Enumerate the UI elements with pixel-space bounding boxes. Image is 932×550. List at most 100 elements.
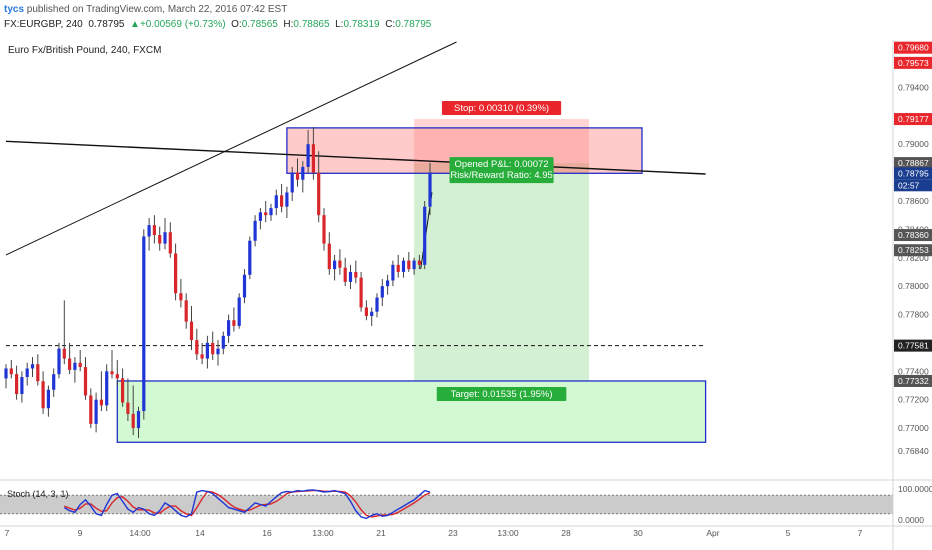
candle-down	[396, 264, 400, 272]
up-arrow-icon: ▲	[130, 19, 140, 30]
rising-trendline	[5, 41, 457, 256]
candle-down	[322, 215, 326, 244]
y-tick-label: 0.77800	[898, 310, 929, 320]
x-tick-label: 7	[858, 528, 863, 538]
price-tag: 0.79177	[898, 114, 929, 124]
price-tag-bg	[894, 339, 932, 352]
candle-up	[94, 399, 98, 424]
price-tag: 0.77332	[898, 376, 929, 386]
candle-up	[253, 220, 257, 241]
x-tick-label: 16	[262, 528, 272, 538]
resistance-line	[5, 140, 706, 175]
price-tag-bg	[894, 179, 932, 192]
stoch-k-line	[63, 489, 431, 520]
price-change: +0.00569 (+0.73%)	[139, 19, 226, 30]
candle-down	[295, 172, 300, 180]
x-tick-label: 30	[633, 528, 643, 538]
candle-up	[375, 297, 379, 312]
stoch-band	[0, 495, 893, 514]
candle-up	[163, 232, 167, 244]
candle-down	[99, 399, 103, 406]
candle-down	[200, 354, 204, 359]
candle-down	[68, 358, 72, 370]
x-tick-label: 21	[376, 528, 386, 538]
candle-up	[285, 192, 289, 207]
open-value: 0.78565	[241, 19, 278, 30]
candle-up	[370, 311, 374, 316]
stop-label-bg	[441, 101, 562, 116]
y-tick-label: 0.76840	[898, 446, 929, 456]
candle-down	[174, 253, 178, 294]
candle-up	[412, 260, 416, 270]
price-tag-bg	[894, 229, 932, 242]
price-tag: 0.78867	[898, 158, 929, 168]
candle-down	[417, 260, 421, 265]
candle-up	[205, 342, 209, 359]
candle-up	[25, 368, 29, 377]
main-pane: Stop: 0.00310 (0.39%) Target: 0.01535 (1.…	[4, 41, 707, 443]
candle-down	[168, 232, 172, 254]
candle-down	[195, 340, 199, 355]
candle-up	[306, 144, 310, 167]
price-tag-bg	[894, 244, 932, 257]
price-tag: 02:57	[898, 180, 920, 190]
candle-down	[78, 362, 82, 368]
y-tick-label: 0.77000	[898, 423, 929, 433]
candle-down	[62, 348, 66, 359]
publish-date: published on TradingView.com, March 22, …	[26, 4, 288, 15]
price-chart[interactable]: Stop: 0.00310 (0.39%) Target: 0.01535 (1.…	[0, 40, 932, 550]
low-label: L:	[335, 19, 344, 30]
candle-up	[391, 264, 395, 281]
candle-down	[232, 320, 236, 326]
last-price: 0.78795	[88, 19, 125, 30]
candle-up	[242, 274, 247, 298]
target-label-text: Target: 0.01535 (1.95%)	[451, 389, 553, 400]
price-tag: 0.78253	[898, 245, 929, 255]
candle-up	[30, 364, 35, 369]
candle-down	[184, 300, 188, 322]
price-tag-bg	[894, 167, 932, 180]
candle-up	[258, 212, 262, 221]
candle-up	[423, 206, 427, 265]
candle-down	[338, 260, 342, 268]
chart-title: Euro Fx/British Pound, 240, FXCM	[8, 45, 162, 56]
candle-up	[290, 172, 294, 193]
candle-up	[401, 260, 406, 272]
candle-down	[264, 212, 268, 216]
close-label: C:	[385, 19, 396, 30]
candle-up	[274, 195, 278, 209]
candle-up	[380, 286, 384, 298]
price-tag: 0.79680	[898, 43, 929, 53]
candle-up	[105, 371, 109, 406]
publish-info: tycs published on TradingView.com, March…	[4, 4, 287, 15]
candle-down	[152, 225, 156, 236]
stoch-tick-100: 100.0000	[898, 484, 932, 494]
candle-up	[333, 260, 337, 270]
publication-header: tycs published on TradingView.com, March…	[0, 0, 932, 40]
candle-down	[343, 267, 347, 282]
candle-down	[407, 260, 411, 270]
candle-down	[280, 195, 284, 207]
candle-up	[386, 280, 390, 287]
x-tick-label: 5	[786, 528, 791, 538]
candle-up	[136, 411, 141, 429]
author-link[interactable]: tycs	[4, 4, 25, 15]
candle-down	[131, 413, 135, 429]
candle-up	[221, 335, 225, 349]
candle-down	[364, 307, 368, 316]
candle-down	[359, 277, 363, 308]
candle-up	[20, 376, 24, 395]
candle-up	[142, 236, 146, 412]
candle-down	[179, 293, 183, 301]
candle-down	[15, 374, 19, 395]
demand-zone	[116, 380, 707, 443]
y-tick-label: 0.77200	[898, 395, 929, 405]
candle-up	[52, 374, 56, 390]
open-label: O:	[231, 19, 242, 30]
candle-up	[46, 389, 50, 409]
x-tick-label: 13:00	[497, 528, 519, 538]
price-tag: 0.78360	[898, 230, 929, 240]
target-label: Target: 0.01535 (1.95%)	[436, 387, 567, 402]
candle-down	[36, 364, 40, 382]
candle-up	[147, 225, 151, 237]
